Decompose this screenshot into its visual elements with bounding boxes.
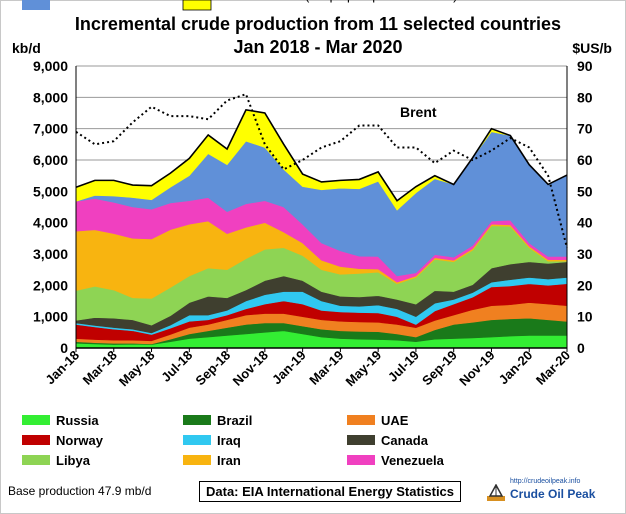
legend-label-iraq: Iraq — [217, 433, 241, 448]
area-series — [75, 108, 568, 349]
x-tick-label: Jan-19 — [269, 348, 309, 388]
y-left-tick-label: 4,000 — [33, 215, 68, 231]
y-left-tick-label: 6,000 — [33, 152, 68, 168]
total-outline — [75, 108, 568, 202]
legend-swatch-norway — [22, 435, 50, 445]
brent-annotation: Brent — [400, 104, 437, 120]
y-right-tick-label: 30 — [577, 246, 593, 262]
y-left-tick-label: 9,000 — [33, 58, 68, 74]
y-left-tick-label: 1,000 — [33, 309, 68, 325]
legend-label-brazil: Brazil — [217, 413, 252, 428]
left-axis-unit: kb/d — [12, 40, 41, 56]
legend-label-united-states: United States — [56, 0, 139, 3]
logo-text: Crude Oil Peak — [510, 487, 596, 501]
legend-note: (Abqaiq drop not included) — [305, 0, 458, 3]
legend-label-libya: Libya — [56, 453, 91, 468]
legend-swatch-saudi-arabia — [182, 0, 212, 11]
x-tick-label: Jul-19 — [385, 348, 422, 385]
x-tick-label: Mar-19 — [306, 348, 346, 388]
x-tick-label: May-19 — [343, 348, 385, 390]
y-left-tick-label: 0 — [60, 340, 68, 356]
legend-label-russia: Russia — [56, 413, 99, 428]
legend-swatch-russia — [22, 415, 50, 425]
crude-oil-peak-logo: http://crudeoilpeak.info Crude Oil Peak — [486, 478, 612, 506]
y-left-tick-label: 5,000 — [33, 183, 68, 199]
y-left-tick-label: 3,000 — [33, 246, 68, 262]
legend-label-norway: Norway — [56, 433, 104, 448]
x-tick-label: Jan-20 — [496, 348, 536, 388]
right-axis-unit: $US/b — [572, 40, 612, 56]
y-right-tick-label: 60 — [577, 152, 593, 168]
y-right-tick-label: 20 — [577, 277, 593, 293]
legend-label-saudi-arabia: Saudi Arabia — [217, 0, 297, 3]
y-right-tick-label: 50 — [577, 183, 593, 199]
x-tick-label: Jul-18 — [158, 348, 195, 385]
legend-label-iran: Iran — [217, 453, 241, 468]
x-tick-label: Sep-19 — [419, 348, 460, 389]
chart-title: Incremental crude production from 11 sel… — [75, 14, 561, 34]
legend-label-venezuela: Venezuela — [381, 453, 445, 468]
y-right-tick-label: 10 — [577, 309, 593, 325]
y-right-tick-label: 70 — [577, 121, 593, 137]
legend-swatch-united-states — [22, 0, 50, 10]
base-production-note: Base production 47.9 mb/d — [8, 484, 152, 498]
brent-line — [75, 92, 568, 248]
x-tick-label: Nov-19 — [456, 348, 497, 389]
y-left-tick-label: 8,000 — [33, 89, 68, 105]
legend-swatch-uae — [347, 415, 375, 425]
oil-derrick-icon — [487, 484, 505, 501]
y-right-tick-label: 40 — [577, 215, 593, 231]
legend: Russia Brazil UAE Norway Iraq Canada Libya Iran… — [22, 0, 458, 468]
legend-swatch-venezuela — [347, 455, 375, 465]
legend-swatch-brazil — [183, 415, 211, 425]
y-left-tick-label: 2,000 — [33, 277, 68, 293]
x-tick-label: Nov-18 — [230, 348, 271, 389]
y-right-tick-label: 90 — [577, 58, 593, 74]
x-tick-label: Mar-20 — [533, 348, 573, 388]
y-left-tick-label: 7,000 — [33, 121, 68, 137]
x-tick-label: Sep-18 — [192, 348, 233, 389]
legend-swatch-canada — [347, 435, 375, 445]
chart-subtitle: Jan 2018 - Mar 2020 — [233, 37, 402, 57]
legend-swatch-iraq — [183, 435, 211, 445]
y-right-tick-label: 0 — [577, 340, 585, 356]
legend-swatch-libya — [22, 455, 50, 465]
brent-line-group — [75, 92, 568, 248]
logo-url: http://crudeoilpeak.info — [510, 478, 581, 485]
data-source-box: Data: EIA International Energy Statistic… — [199, 481, 462, 502]
x-tick-label: Mar-18 — [80, 348, 120, 388]
legend-swatch-iran — [183, 455, 211, 465]
legend-label-uae: UAE — [381, 413, 409, 428]
y-right-tick-label: 80 — [577, 89, 593, 105]
x-tick-label: May-18 — [116, 348, 158, 390]
legend-label-canada: Canada — [381, 433, 429, 448]
